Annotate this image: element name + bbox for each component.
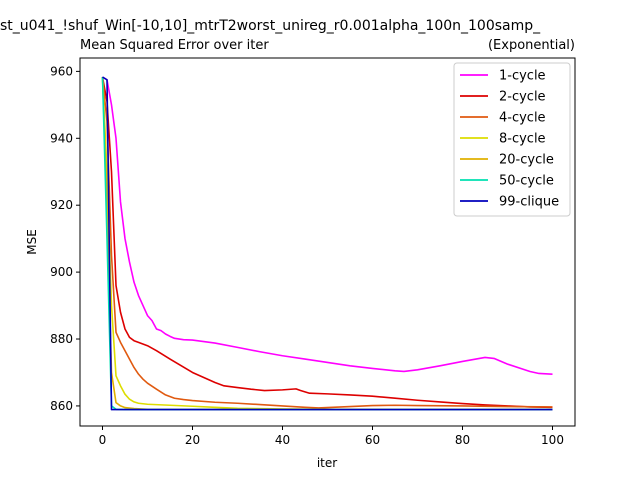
series-line-4-cycle (101, 76, 553, 409)
legend: 1-cycle 2-cycle 4-cycle 8-cycle 20-cycle 50-c… (453, 62, 571, 217)
y-tick-label: 900 (50, 265, 73, 279)
x-tick-label: 100 (541, 433, 564, 447)
legend-label-1-cycle: 1-cycle (499, 69, 546, 84)
axes-frame (79, 57, 576, 427)
x-tick-label: 60 (365, 433, 380, 447)
axis-ticks: 0 20 40 60 80 100 860 880 900 920 940 960 (50, 64, 564, 447)
y-tick-label: 860 (50, 399, 73, 413)
legend-label-8-cycle: 8-cycle (499, 132, 546, 147)
y-axis-label: MSE (25, 229, 39, 255)
y-tick-label: 940 (50, 131, 73, 145)
x-tick-label: 80 (455, 433, 470, 447)
legend-label-2-cycle: 2-cycle (499, 90, 546, 105)
plot-area (101, 76, 553, 411)
legend-label-4-cycle: 4-cycle (499, 111, 546, 126)
axes-title-right: (Exponential) (488, 38, 575, 53)
x-tick-label: 0 (99, 433, 107, 447)
series-line-2-cycle (101, 76, 553, 409)
x-tick-label: 20 (185, 433, 200, 447)
y-tick-label: 880 (50, 332, 73, 346)
figure-suptitle: st_u041_!shuf_Win[-10,10]_mtrT2worst_uni… (0, 18, 541, 34)
y-tick-label: 920 (50, 198, 73, 212)
legend-label-50-cycle: 50-cycle (499, 174, 554, 189)
axes-title-left: Mean Squared Error over iter (80, 38, 269, 53)
legend-label-99-clique: 99-clique (499, 195, 559, 210)
series-line-1-cycle (102, 76, 553, 375)
series-line-99-clique (102, 76, 553, 411)
x-axis-label: iter (317, 456, 337, 470)
y-tick-label: 960 (50, 64, 73, 78)
legend-label-20-cycle: 20-cycle (499, 153, 554, 168)
legend-box (453, 62, 571, 217)
x-tick-label: 40 (275, 433, 290, 447)
